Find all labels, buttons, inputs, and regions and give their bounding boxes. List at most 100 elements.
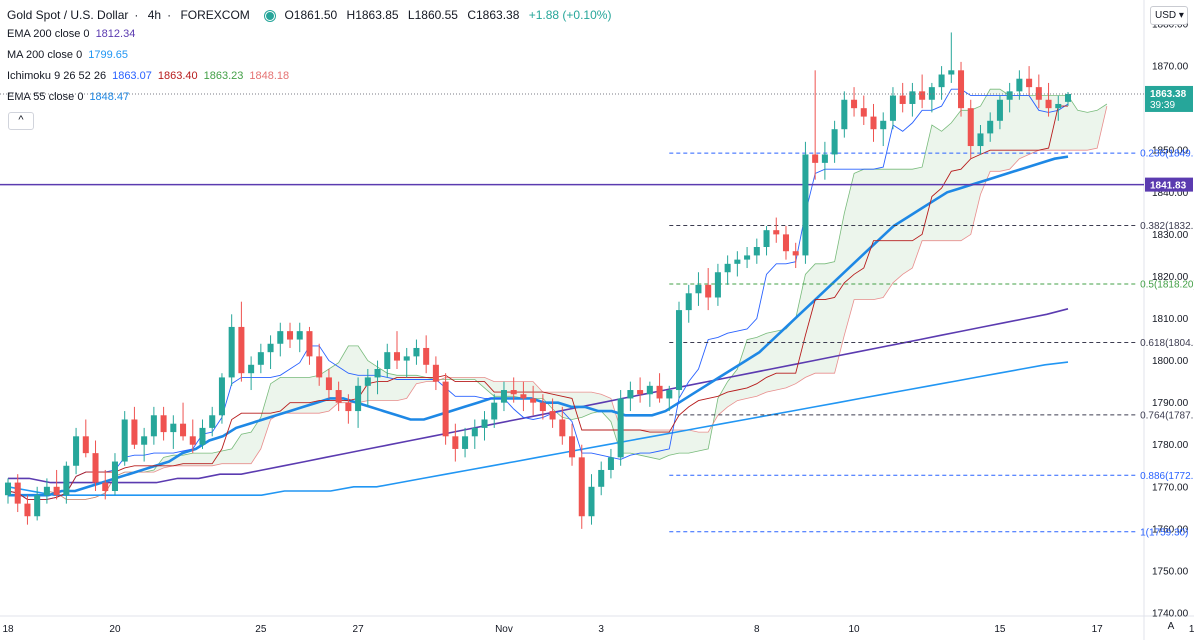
candle-body [1026,78,1033,88]
countdown-label: 39:39 [1150,100,1175,111]
candle-body [617,398,624,458]
price-tick-label: 1740.00 [1152,609,1189,620]
candle-body [267,343,274,353]
candle-body [773,230,780,235]
candle-body [734,259,741,264]
candle-body [1006,91,1013,100]
ohlc-change: +1.88 (+0.10%) [528,8,612,22]
time-tick-label: Nov [495,624,513,635]
price-tick-label: 1870.00 [1152,62,1189,73]
candle-body [199,427,206,445]
candle-body [121,419,128,462]
candle-body [393,352,401,361]
symbol-name[interactable]: Gold Spot / U.S. Dollar [7,8,129,22]
ohlc-close: C1863.38 [467,8,520,22]
candle-body [24,503,31,517]
candle-body [520,394,527,399]
candle-body [335,390,342,403]
candle-body [325,377,332,391]
last-price-tag [1145,85,1193,112]
candle-body [714,272,721,298]
candle-body [821,154,828,163]
ichimoku-span-b [46,106,1108,500]
collapse-legend-button[interactable]: ^ [8,112,34,130]
candle-body [355,385,362,412]
candle-body [384,352,391,369]
interval[interactable]: 4h [147,8,162,22]
price-tick-label: 1810.00 [1152,314,1189,325]
indicator-legend-row[interactable]: MA 200 close 0 1799.65 [7,49,134,61]
price-tick-label: 1770.00 [1152,482,1189,493]
candle-body [63,465,70,496]
candle-body [102,482,109,491]
candle-body [967,108,974,147]
candle-body [656,385,663,399]
candle-body [996,99,1003,121]
candle-body [948,70,955,75]
candle-body [695,284,702,294]
time-tick-label: 27 [353,624,365,635]
chart-title-row: Gold Spot / U.S. Dollar · 4h · FOREXCOM O1… [7,8,612,22]
candle-body [423,347,430,365]
candle-body [812,154,819,163]
candle-body [141,436,148,445]
candle-body [364,377,371,386]
candle-body [82,436,89,454]
candle-body [763,230,770,247]
candle-body [111,461,118,491]
candle-body [510,390,517,395]
candle-body [150,415,157,437]
price-tick-label: 1750.00 [1152,566,1189,577]
indicator-label: EMA 55 close 0 [7,91,84,103]
candle-body [1055,103,1062,109]
candle-body [530,398,537,403]
auto-scale-button[interactable]: A [1167,621,1175,632]
candle-body [549,411,556,420]
price-tick-label: 1880.00 [1152,20,1189,31]
candle-body [792,251,799,256]
time-tick-label: 10 [848,624,860,635]
candle-body [452,436,459,449]
candle-body [637,390,644,395]
candle-body [34,495,41,517]
candle-body [287,331,294,340]
candle-body [131,419,138,445]
ema200-line [8,308,1069,484]
candle-body [802,154,809,256]
candle-body [860,108,867,117]
candle-body [578,457,585,517]
candle-body [928,87,935,100]
candle-body [500,390,507,403]
currency-selector[interactable]: USD ▾ [1150,6,1188,25]
candle-body [306,331,313,357]
fib-level-label: 1(1759.30) [1140,527,1188,538]
exchange: FOREXCOM [180,8,250,22]
candle-body [43,486,50,496]
candle-body [987,120,994,134]
candle-body [841,99,848,130]
indicator-legend-row[interactable]: EMA 200 close 0 1812.34 [7,28,141,40]
price-tick-label: 1830.00 [1152,230,1189,241]
indicator-label: MA 200 close 0 [7,49,83,61]
candle-body [919,91,926,100]
candle-body [180,423,187,437]
ohlc-open: O1861.50 [284,8,338,22]
time-tick-label: 25 [255,624,267,635]
indicator-legend-row[interactable]: Ichimoku 9 26 52 26 1863.07 1863.40 1863.23… [7,70,295,82]
price-tick-label: 1760.00 [1152,524,1189,535]
ma200-line [7,361,1069,496]
ichimoku-span-a [46,88,1108,500]
candle-body [666,390,673,399]
candle-body [228,326,235,378]
candle-body [442,381,449,437]
candle-body [899,95,906,104]
candle-body [481,419,488,428]
candle-body [53,486,60,496]
market-status-icon [265,10,276,21]
candle-body [724,263,731,273]
fib-level-label: 0.5(1818.20) [1140,280,1194,291]
candle-body [238,326,245,374]
candle-body [782,234,789,252]
time-tick-label: 8 [754,624,760,635]
